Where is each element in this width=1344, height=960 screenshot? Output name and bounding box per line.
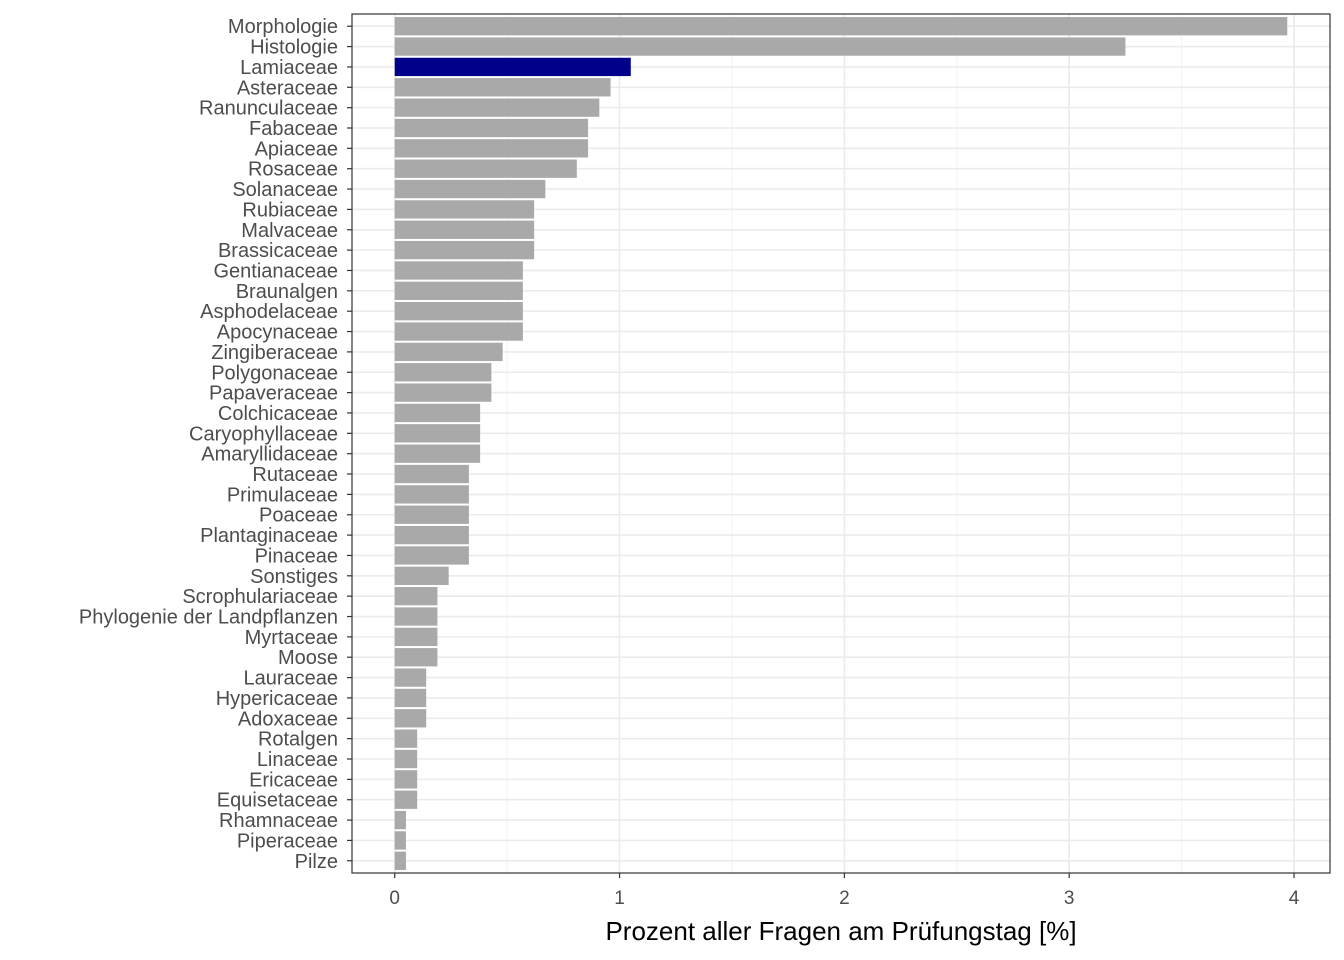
y-tick-label: Gentianaceae xyxy=(213,260,338,282)
y-tick-label: Myrtaceae xyxy=(245,627,338,649)
x-tick-label: 1 xyxy=(614,888,625,909)
y-tick-label: Lauraceae xyxy=(243,668,338,690)
y-tick-label: Histologie xyxy=(250,37,338,59)
y-tick-label: Braunalgen xyxy=(236,281,338,303)
bar-ranunculaceae xyxy=(394,98,600,117)
x-tick-label: 3 xyxy=(1064,888,1075,909)
bar-equisetaceae xyxy=(394,790,418,809)
x-axis-title: Prozent aller Fragen am Prüfungstag [%] xyxy=(605,916,1076,946)
y-tick-label: Papaveraceae xyxy=(209,383,338,405)
bar-ericaceae xyxy=(394,770,418,789)
bar-lamiaceae xyxy=(394,57,631,77)
y-tick-label: Poaceae xyxy=(259,505,338,527)
bar-colchicaceae xyxy=(394,403,481,423)
bar-rosaceae xyxy=(394,159,577,178)
y-tick-label: Rhamnaceae xyxy=(219,810,338,832)
y-tick-label: Ranunculaceae xyxy=(199,98,338,120)
y-tick-label: Asteraceae xyxy=(237,77,338,99)
x-tick-label: 2 xyxy=(839,888,850,909)
y-tick-label: Asphodelaceae xyxy=(200,301,338,323)
bar-primulaceae xyxy=(394,485,469,504)
y-tick-label: Rubiaceae xyxy=(242,199,338,221)
bar-gentianaceae xyxy=(394,261,523,280)
bar-polygonaceae xyxy=(394,363,492,382)
bar-linaceae xyxy=(394,749,418,769)
bar-lauraceae xyxy=(394,668,427,687)
bar-braunalgen xyxy=(394,281,523,300)
y-tick-label: Colchicaceae xyxy=(218,403,338,425)
bar-morphologie xyxy=(394,17,1288,36)
bar-brassicaceae xyxy=(394,240,535,260)
y-tick-label: Malvaceae xyxy=(241,220,338,242)
y-tick-label: Plantaginaceae xyxy=(200,525,338,547)
bar-asteraceae xyxy=(394,78,611,97)
bar-caryophyllaceae xyxy=(394,424,481,443)
bar-fabaceae xyxy=(394,118,589,138)
y-tick-label: Sonstiges xyxy=(250,566,338,588)
y-tick-label: Phylogenie der Landpflanzen xyxy=(79,607,338,629)
y-tick-label: Linaceae xyxy=(257,749,338,771)
bar-moose xyxy=(394,648,438,667)
bar-amaryllidaceae xyxy=(394,444,481,463)
y-tick-label: Apocynaceae xyxy=(217,322,338,344)
bar-rhamnaceae xyxy=(394,810,406,830)
y-tick-label: Adoxaceae xyxy=(238,708,338,730)
bar-rutaceae xyxy=(394,464,469,484)
y-tick-label: Caryophyllaceae xyxy=(189,423,338,445)
y-tick-label: Rotalgen xyxy=(258,729,338,751)
bar-sonstiges xyxy=(394,566,449,585)
y-tick-label: Hypericaceae xyxy=(216,688,338,710)
bar-asphodelaceae xyxy=(394,302,523,321)
y-tick-label: Pilze xyxy=(295,851,338,873)
y-tick-label: Zingiberaceae xyxy=(211,342,338,364)
plot-panel-border xyxy=(351,13,1331,874)
y-tick-label: Scrophulariaceae xyxy=(182,586,338,608)
bar-apocynaceae xyxy=(394,322,523,341)
bar-histologie xyxy=(394,37,1126,56)
bar-hypericaceae xyxy=(394,688,427,708)
bar-phylogenie-der-landpflanzen xyxy=(394,607,438,626)
bar-rubiaceae xyxy=(394,200,535,219)
x-axis: 0 1 2 3 4 xyxy=(389,873,1300,909)
bar-poaceae xyxy=(394,505,469,524)
y-tick-label: Primulaceae xyxy=(227,484,338,506)
y-tick-label: Piperaceae xyxy=(237,830,338,852)
x-tick-label: 0 xyxy=(389,888,400,909)
x-tick-label: 4 xyxy=(1289,888,1300,909)
bar-plantaginaceae xyxy=(394,525,469,545)
bar-apiaceae xyxy=(394,139,589,158)
y-tick-label: Apiaceae xyxy=(255,138,338,160)
y-tick-label: Ericaceae xyxy=(249,769,338,791)
bar-papaveraceae xyxy=(394,383,492,402)
y-tick-label: Brassicaceae xyxy=(218,240,338,262)
y-tick-label: Rutaceae xyxy=(252,464,338,486)
bar-solanaceae xyxy=(394,179,546,199)
bar-myrtaceae xyxy=(394,627,438,647)
bar-scrophulariaceae xyxy=(394,587,438,606)
bars xyxy=(394,17,1288,870)
bar-pilze xyxy=(394,851,406,870)
y-tick-label: Rosaceae xyxy=(248,159,338,181)
y-tick-label: Fabaceae xyxy=(249,118,338,140)
bar-pinaceae xyxy=(394,546,469,565)
y-tick-label: Polygonaceae xyxy=(211,362,338,384)
y-tick-label: Moose xyxy=(278,647,338,669)
y-tick-label: Amaryllidaceae xyxy=(201,444,338,466)
bar-zingiberaceae xyxy=(394,342,503,362)
bar-piperaceae xyxy=(394,831,406,850)
y-tick-label: Morphologie xyxy=(228,16,338,38)
y-tick-label: Lamiaceae xyxy=(240,57,338,79)
y-axis: MorphologieHistologieLamiaceaeAsteraceae… xyxy=(79,16,352,873)
bar-adoxaceae xyxy=(394,709,427,728)
y-tick-label: Equisetaceae xyxy=(217,790,338,812)
y-tick-label: Solanaceae xyxy=(232,179,338,201)
y-tick-label: Pinaceae xyxy=(255,545,338,567)
bar-rotalgen xyxy=(394,729,418,748)
bar-malvaceae xyxy=(394,220,535,239)
